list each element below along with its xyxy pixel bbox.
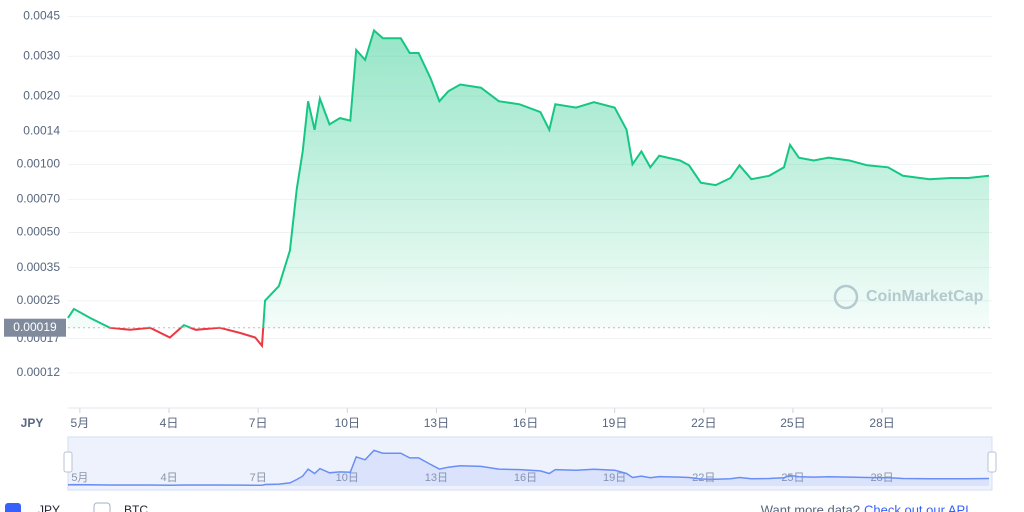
navigator-tick-label: 7日 <box>250 472 267 484</box>
checkbox[interactable] <box>93 502 111 512</box>
y-tick-label: 0.0045 <box>23 9 60 23</box>
legend-label[interactable]: JPY <box>38 503 60 512</box>
navigator-tick-label: 13日 <box>425 472 448 484</box>
x-tick-label: 19日 <box>602 416 627 430</box>
navigator-handle[interactable] <box>987 451 997 473</box>
navigator-tick-label: 5月 <box>71 472 88 484</box>
navigator-tick-label: 16日 <box>514 472 537 484</box>
y-tick-label: 0.0014 <box>23 123 60 137</box>
x-tick-label: 7日 <box>249 416 268 430</box>
legend-label[interactable]: BTC <box>124 503 148 512</box>
y-tick-label: 0.00012 <box>17 365 61 379</box>
y-tick-label: 0.0020 <box>23 88 60 102</box>
navigator-handle[interactable] <box>63 451 73 473</box>
navigator-tick-label: 19日 <box>603 472 626 484</box>
y-tick-label: 0.00070 <box>17 192 61 206</box>
navigator-line <box>67 449 990 487</box>
x-tick-label: 5月 <box>71 416 90 430</box>
navigator-area <box>68 450 990 486</box>
navigator-tick-label: 4日 <box>160 472 177 484</box>
x-tick-label: 16日 <box>513 416 538 430</box>
y-tick-label: 0.0030 <box>23 48 60 62</box>
x-tick-label: 10日 <box>335 416 360 430</box>
y-tick-label: 0.00050 <box>17 225 61 239</box>
x-tick-label: 25日 <box>780 416 805 430</box>
x-tick-label: 22日 <box>691 416 716 430</box>
api-prompt: Want more data? <box>761 502 860 512</box>
api-link[interactable]: Check out our API <box>864 502 969 512</box>
navigator-tick-label: 22日 <box>692 472 715 484</box>
navigator-tick-label: 10日 <box>336 472 359 484</box>
plot: 0.0045 0.0030 0.0020 0.0014 0.00100 0.00070 0.… <box>4 9 992 430</box>
price-area <box>68 30 990 328</box>
price-line-down <box>107 327 265 349</box>
checkbox[interactable] <box>5 503 21 512</box>
y-tick-label: 0.00025 <box>17 293 61 307</box>
x-tick-label: 28日 <box>869 416 894 430</box>
currency-label: JPY <box>21 416 44 430</box>
price-tag <box>4 318 66 337</box>
y-tick-label: 0.00035 <box>17 260 61 274</box>
price-line <box>67 28 990 328</box>
navigator-tick-label: 25日 <box>781 472 804 484</box>
price-tag-label: 0.00019 <box>13 320 57 334</box>
x-tick-label: 13日 <box>424 416 449 430</box>
y-tick-label: 0.00100 <box>17 156 61 170</box>
x-tick-label: 4日 <box>160 416 179 430</box>
